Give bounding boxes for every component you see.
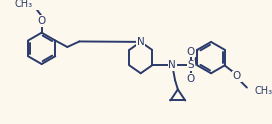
Text: N: N bbox=[137, 37, 144, 47]
Text: N: N bbox=[168, 60, 176, 70]
Text: CH₃: CH₃ bbox=[254, 86, 272, 96]
Text: O: O bbox=[233, 72, 241, 81]
Text: O: O bbox=[187, 47, 195, 57]
Text: S: S bbox=[187, 60, 194, 70]
Text: O: O bbox=[187, 74, 195, 84]
Text: O: O bbox=[38, 16, 46, 26]
Text: CH₃: CH₃ bbox=[14, 0, 32, 9]
